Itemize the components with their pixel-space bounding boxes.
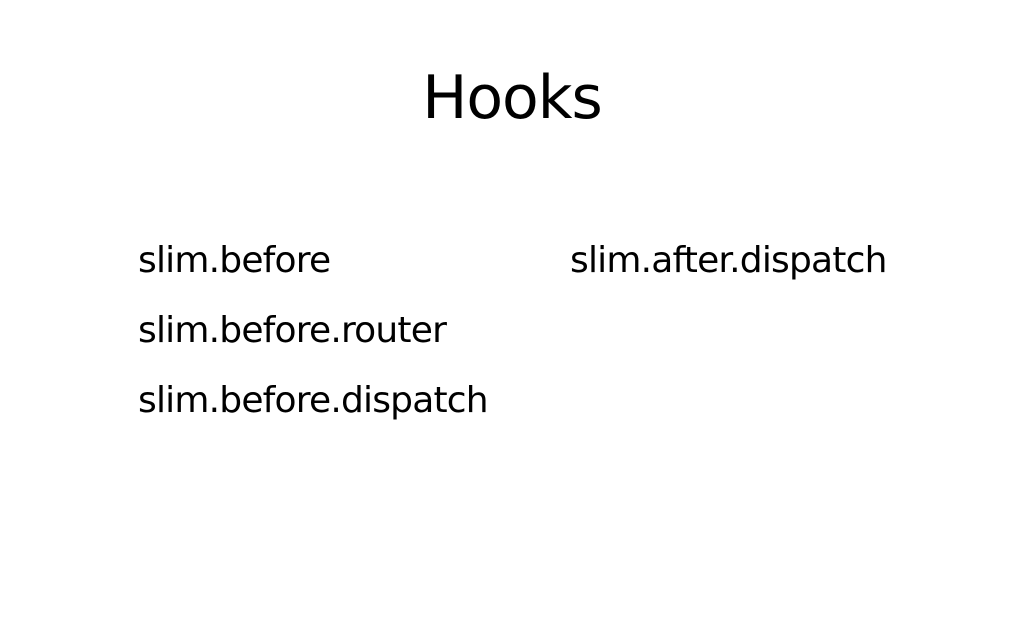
list-item: slim.before.dispatch bbox=[138, 380, 489, 421]
list-item: slim.before.router bbox=[138, 310, 447, 351]
hooks-list-left: slim.before slim.before.router slim.befo… bbox=[138, 235, 489, 445]
list-item: slim.before bbox=[138, 240, 331, 281]
slide-title: Hooks bbox=[422, 63, 603, 133]
list-item: slim.after.dispatch bbox=[570, 240, 887, 281]
hooks-list-right: slim.after.dispatch bbox=[570, 235, 887, 305]
